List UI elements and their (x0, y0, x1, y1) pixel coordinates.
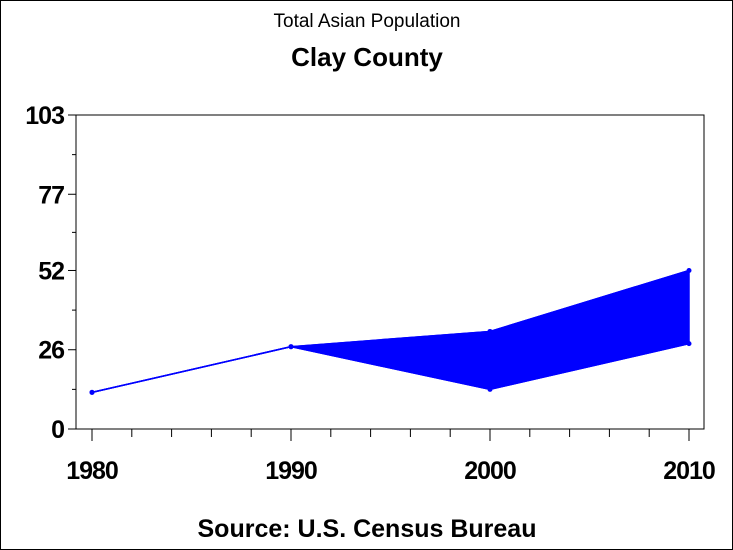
data-point-lower (89, 389, 95, 395)
x-tick-label: 1990 (265, 457, 317, 485)
y-tick-label: 26 (38, 337, 64, 365)
data-point-lower (288, 344, 294, 350)
x-tick-label: 2010 (663, 457, 715, 485)
y-tick-label: 0 (51, 416, 64, 444)
y-tick-label: 77 (38, 181, 64, 209)
area-band (91, 269, 690, 394)
data-point-lower (686, 341, 692, 347)
plot-area (75, 114, 705, 430)
x-tick-label: 1980 (66, 457, 118, 485)
data-point-upper (686, 267, 692, 273)
x-tick-label: 2000 (464, 457, 516, 485)
y-tick-label: 103 (25, 102, 64, 130)
chart-subtitle: Clay County (291, 42, 443, 72)
data-point-upper (487, 328, 493, 334)
chart-footnote: Source: U.S. Census Bureau (198, 515, 537, 543)
series-line-lower (91, 342, 690, 394)
chart-title: Total Asian Population (274, 11, 461, 32)
data-point-lower (487, 386, 493, 392)
y-tick-label: 52 (38, 257, 64, 285)
